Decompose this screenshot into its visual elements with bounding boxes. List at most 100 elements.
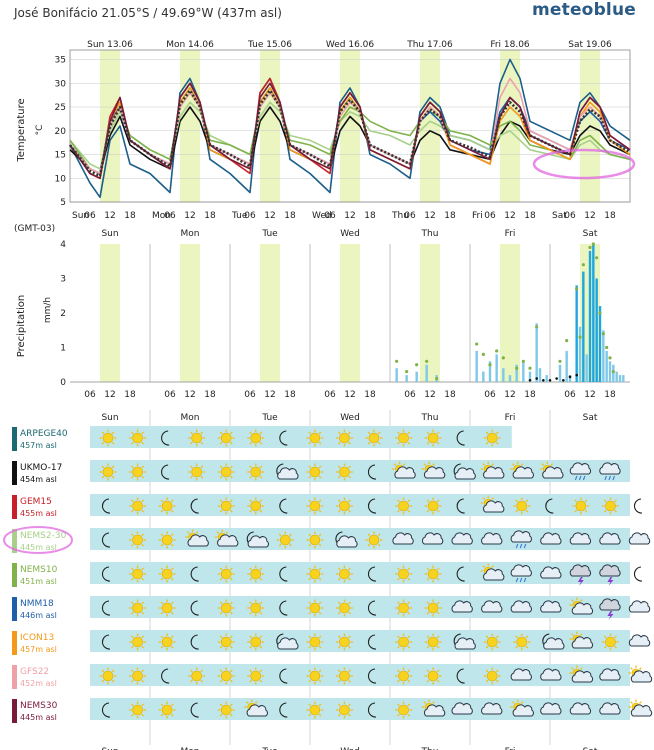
brand-logo[interactable]: meteoblue [531, 0, 636, 20]
sun-ray [426, 441, 430, 445]
sun-ray [141, 645, 145, 649]
cloud-shape [454, 467, 476, 480]
cloud-sun-icon [628, 665, 653, 683]
sun-icon [247, 565, 265, 583]
precip-ytick: 0 [60, 378, 66, 388]
sun-ray [639, 701, 642, 704]
temp-ytick: 15 [55, 151, 66, 161]
sun-ray [318, 669, 322, 673]
sun-ray [407, 499, 411, 503]
precip-bar [515, 364, 518, 382]
sun-ray [407, 431, 411, 435]
sun-ray [318, 577, 322, 581]
sun-icon [158, 565, 176, 583]
sun-ray [614, 509, 617, 513]
sun-icon [188, 463, 206, 481]
precip-dot-black [542, 378, 545, 382]
sun-disc [132, 500, 143, 512]
sun-ray [337, 567, 341, 571]
temp-hour-tick: 12 [344, 211, 355, 221]
sun-ray [230, 645, 233, 649]
model-color-swatch [12, 631, 17, 655]
temp-hour-tick: 06 [564, 211, 576, 221]
precip-bar [558, 364, 562, 382]
sun-icon [188, 429, 206, 447]
precip-dot [598, 311, 602, 315]
sun-icon [99, 667, 117, 685]
sun-ray [337, 635, 341, 639]
precip-hour-tick: 18 [604, 390, 616, 400]
sun-ray [348, 645, 351, 649]
sun-icon [247, 429, 265, 447]
sun-ray [249, 431, 252, 435]
precip-bar [595, 278, 598, 382]
temp-hour-tick: 12 [584, 211, 595, 221]
rain-drop [515, 577, 519, 583]
sun-icon [395, 599, 413, 617]
temp-hour-tick: 18 [204, 211, 216, 221]
sun-ray [200, 465, 204, 469]
model-color-swatch [12, 461, 17, 485]
sun-ray [496, 669, 499, 673]
sun-ray [308, 713, 312, 717]
cloud-shape [512, 704, 534, 717]
sun-disc [250, 500, 262, 512]
cloud-icon [540, 600, 562, 613]
sun-ray [426, 567, 430, 571]
sun-disc [398, 602, 409, 614]
sun-ray [141, 499, 145, 503]
sun-ray [337, 475, 341, 479]
cloud-shape [483, 568, 505, 581]
precip-day-label: Sun [101, 229, 118, 239]
sun-disc [161, 704, 173, 716]
sun-ray [432, 463, 435, 466]
sun-ray [249, 645, 252, 649]
precip-hour-tick: 12 [584, 390, 595, 400]
sun-ray [141, 431, 145, 435]
moon-shape [279, 566, 288, 582]
sun-disc [132, 534, 143, 546]
cloud-shape [630, 670, 653, 683]
sun-disc [339, 432, 350, 444]
sun-icon [217, 463, 235, 481]
sun-ray [436, 669, 440, 673]
sun-ray [426, 611, 430, 615]
sun-ray [407, 611, 411, 615]
cloud-shape [510, 564, 532, 577]
sun-ray [190, 475, 193, 479]
sun-ray [230, 509, 233, 513]
temp-day-label: Sun 13.06 [87, 40, 133, 50]
sun-ray [377, 431, 381, 435]
sun-ray [230, 601, 233, 605]
sun-icon [247, 463, 265, 481]
cloud-shape [483, 466, 505, 479]
sun-ray [249, 509, 252, 513]
sun-disc [427, 500, 439, 512]
sun-ray [216, 531, 220, 534]
sun-ray [141, 611, 145, 615]
precip-dot [601, 332, 605, 336]
sun-ray [515, 645, 518, 649]
precip-day-label: Sat [583, 229, 598, 239]
cloud-icon [481, 702, 503, 715]
cloud-sun-icon [421, 699, 446, 717]
model-name: NEMS30 [20, 701, 58, 711]
sun-icon [483, 633, 501, 651]
sun-disc [339, 636, 350, 648]
sun-ray [407, 509, 411, 513]
model-color-swatch [12, 427, 17, 451]
temp-yunit: °C [35, 125, 45, 136]
temp-ytick: 5 [60, 198, 66, 208]
sun-disc [132, 466, 143, 478]
sun-ray [482, 565, 486, 568]
sun-disc [309, 704, 321, 716]
sun-ray [407, 577, 411, 581]
sun-ray [160, 601, 164, 605]
sun-ray [131, 713, 134, 717]
model-color-swatch [12, 699, 17, 723]
sun-ray [436, 431, 440, 435]
sun-ray [318, 679, 322, 683]
sun-ray [432, 701, 435, 704]
sun-ray [426, 679, 430, 683]
moon-icon [279, 498, 288, 514]
